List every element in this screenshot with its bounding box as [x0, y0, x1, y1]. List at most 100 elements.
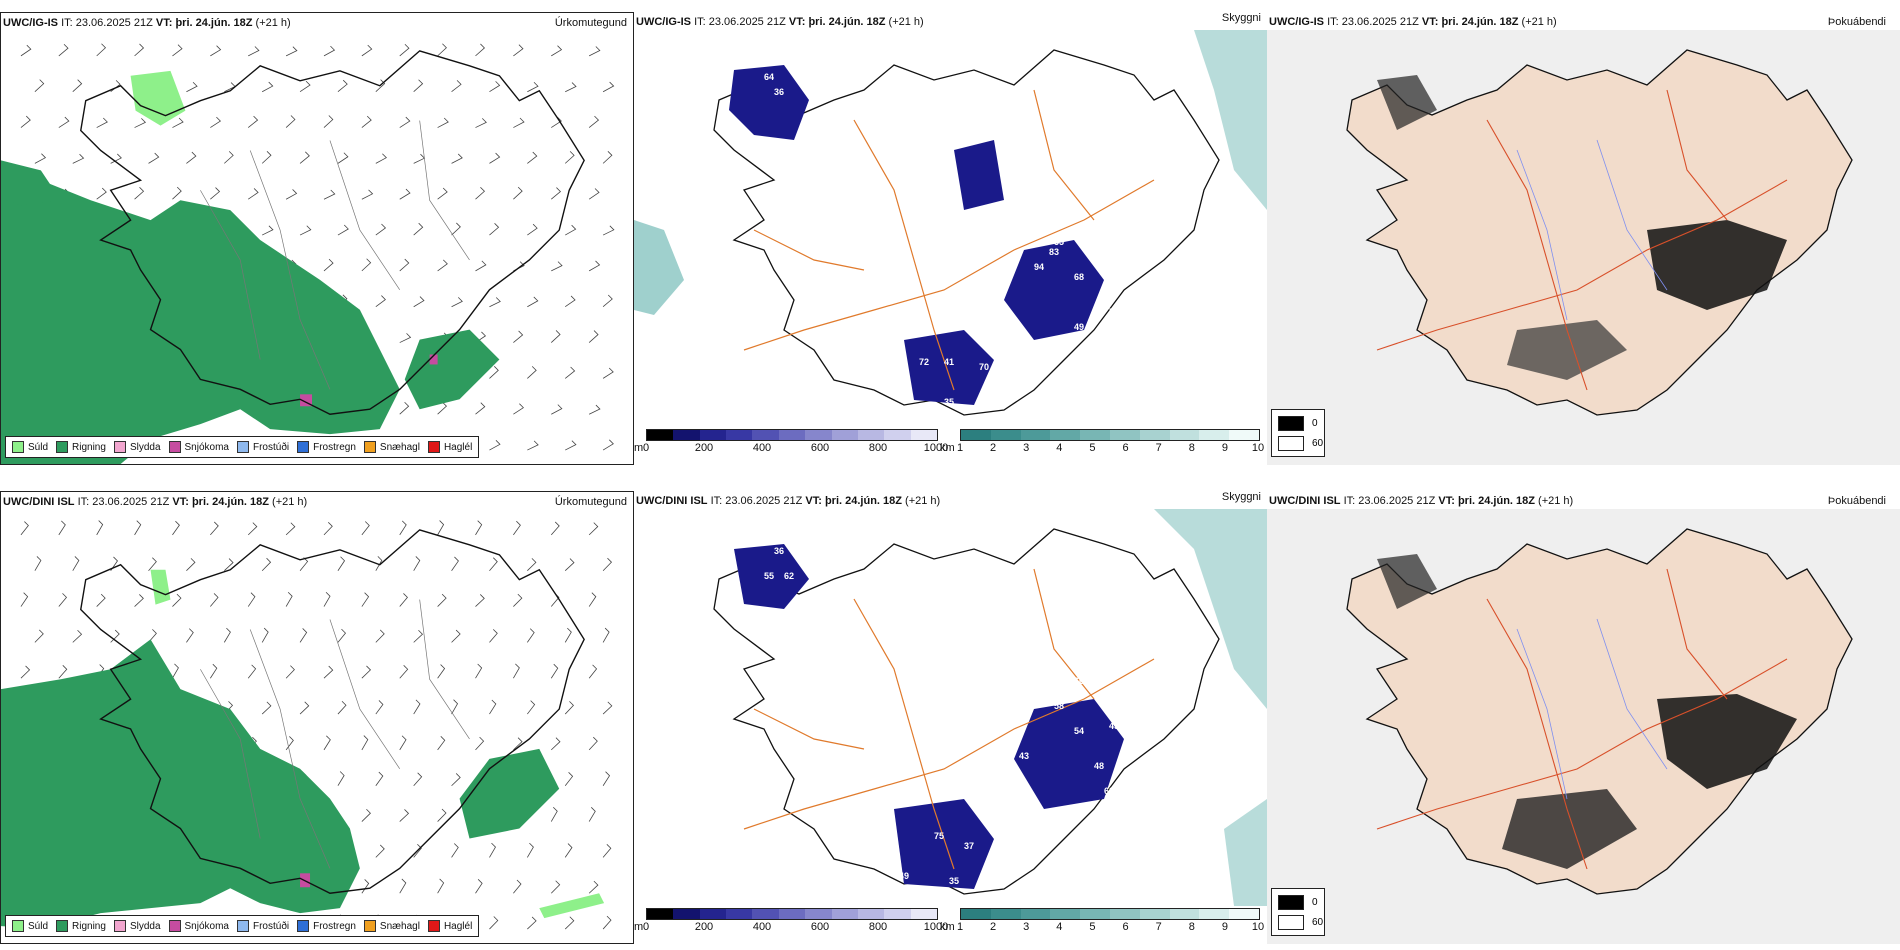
cloudbase-value-label: 64 — [764, 72, 774, 82]
panel-title: Skyggni — [1221, 12, 1261, 24]
wind-barb — [172, 44, 183, 57]
colorbar-step — [831, 909, 858, 919]
fog-map[interactable] — [1267, 509, 1900, 944]
wind-barb — [475, 187, 486, 200]
colorbar-step — [778, 430, 806, 440]
vt-label: VT: — [1421, 16, 1439, 28]
wind-barb — [299, 628, 308, 643]
wind-barb — [134, 118, 147, 128]
colorbar-tick-label: 7 — [1155, 921, 1162, 933]
wind-barb — [451, 773, 461, 787]
wind-barb — [285, 189, 298, 200]
precip-map[interactable] — [1, 31, 633, 464]
wind-barb — [565, 82, 577, 93]
fog-map[interactable] — [1267, 30, 1900, 465]
fog-legend-item: 60 — [1278, 436, 1323, 451]
cloudbase-value-label: 35 — [949, 876, 959, 886]
wind-barb — [399, 333, 412, 343]
fog-area-east — [1657, 694, 1797, 789]
wind-barb — [564, 916, 575, 930]
colorbar-step — [673, 909, 700, 919]
wind-barb — [20, 115, 31, 128]
cloudbase-map[interactable]: 36 64 80 64 12 62 55 83 64 94 68 62 56 74 59 49 72 41 70 62… — [634, 30, 1267, 427]
wind-barb — [588, 807, 596, 822]
wind-barb — [413, 772, 423, 786]
wind-barb — [489, 366, 499, 379]
drizzle-area-south — [539, 893, 605, 919]
visibility-colorbar-ramp — [960, 429, 1260, 441]
precip-legend-swatch — [168, 920, 181, 932]
precip-legend-label: Snæhagl — [379, 920, 420, 932]
rivers — [1516, 618, 1668, 800]
precip-legend-label: Snjókoma — [184, 920, 229, 932]
colorbar-step — [805, 430, 832, 440]
panel-title: Þokuábendi — [1827, 495, 1886, 507]
wind-barb — [437, 259, 448, 272]
cloudbase-value-label: 35 — [944, 397, 954, 407]
wind-barb — [475, 594, 485, 607]
it-value: 23.06.2025 21Z — [1341, 16, 1419, 28]
colorbar-step — [1050, 909, 1081, 919]
wind-barb — [285, 115, 296, 128]
cloudbase-value-label: 67 — [1004, 756, 1014, 766]
cloudbase-colorbar-ramp — [646, 908, 938, 920]
it-value: 23.06.2025 21Z — [725, 495, 803, 507]
wind-barb — [134, 187, 145, 200]
wind-barb — [361, 44, 373, 57]
vt-label: VT: — [1438, 495, 1455, 507]
wind-barb — [437, 520, 445, 536]
wind-barb — [261, 557, 272, 571]
colorbar-step — [673, 430, 700, 440]
it-label: IT: — [694, 16, 706, 28]
cloudbase-value-label: 64 — [1029, 182, 1039, 192]
precip-legend-label: Frostregn — [313, 920, 356, 932]
cloudbase-value-label: 36 — [774, 546, 784, 556]
wind-barb — [58, 520, 66, 536]
colorbar-tick-label: 200 — [694, 442, 714, 454]
wind-barb — [323, 189, 336, 200]
fog-panel-row2: UWC/DINI ISL IT: 23.06.2025 21Z VT: þri.… — [1267, 491, 1900, 944]
wind-barb — [489, 81, 501, 93]
precip-legend-item: Frostúði — [236, 920, 290, 932]
cloudbase-value-label: 65 — [1134, 616, 1144, 626]
cloudbase-map[interactable]: 36 55 62 56 63 85 66 58 54 45 67 43 48 62 75 37 35 49 65 83 — [634, 509, 1267, 906]
wind-barb — [34, 153, 47, 164]
wind-barb — [475, 736, 485, 751]
colorbar-step — [1050, 430, 1081, 440]
wind-barb — [247, 522, 258, 536]
wind-barb — [451, 843, 459, 858]
model-name: UWC/IG-IS — [3, 17, 58, 29]
wind-barb — [323, 665, 334, 679]
wind-barb — [551, 116, 562, 128]
precip-legend-item: Snjókoma — [168, 920, 229, 932]
wind-barb — [437, 43, 447, 57]
colorbar-step — [990, 430, 1021, 440]
wind-barb — [375, 295, 386, 308]
cloudbase-value-label: 62 — [1104, 786, 1114, 796]
wind-barb — [475, 118, 487, 128]
vt-value: þri. 24.jún. 18Z — [1457, 495, 1535, 507]
colorbar-tick-label: 7 — [1155, 442, 1162, 454]
wind-barb — [186, 628, 194, 643]
cloudbase-value-label: 62 — [1064, 197, 1074, 207]
wind-barb — [550, 521, 560, 536]
colorbar-tick-label: 0 — [642, 442, 650, 454]
wind-barb — [210, 187, 221, 200]
wind-barb — [34, 629, 44, 643]
wind-barb — [20, 44, 32, 57]
precip-legend-item: Haglél — [427, 441, 472, 453]
cloudbase-value-label: 43 — [1019, 751, 1029, 761]
precip-legend-label: Frostúði — [252, 920, 290, 932]
wind-barb — [285, 665, 295, 679]
precip-map[interactable] — [1, 510, 633, 943]
precip-legend-item: Snjókoma — [168, 441, 229, 453]
fog-legend-label: 60 — [1312, 917, 1324, 928]
wind-barb — [148, 152, 160, 164]
visibility-area-east — [1154, 509, 1267, 709]
wind-barb — [564, 558, 575, 572]
wind-barb — [489, 297, 501, 308]
wind-barb — [399, 735, 407, 751]
wind-barb — [451, 699, 459, 715]
wind-barb — [361, 879, 370, 894]
